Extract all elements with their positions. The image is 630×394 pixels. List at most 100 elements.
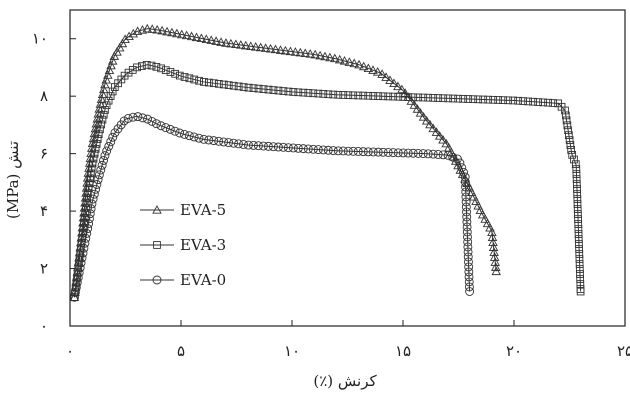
data-point: [175, 71, 184, 80]
data-point: [289, 88, 298, 96]
data-point: [438, 150, 448, 160]
data-point: [98, 115, 107, 124]
data-point: [575, 265, 584, 273]
data-point: [363, 147, 373, 157]
data-point: [428, 123, 438, 133]
data-point: [418, 112, 429, 121]
data-point: [82, 173, 93, 182]
data-point: [300, 48, 311, 58]
data-point: [463, 232, 472, 242]
plot-area-border: [69, 9, 626, 327]
data-point: [147, 61, 156, 70]
data-point: [100, 79, 110, 89]
data-point: [575, 240, 583, 248]
data-point: [231, 39, 241, 49]
data-point: [393, 148, 403, 158]
data-point: [487, 227, 497, 237]
data-point: [369, 92, 378, 100]
data-point: [162, 26, 172, 36]
data-point: [385, 75, 395, 84]
data-point: [243, 140, 253, 150]
data-point: [91, 184, 101, 194]
data-point: [397, 84, 407, 94]
data-point: [465, 287, 475, 296]
legend-marker: [153, 241, 161, 249]
data-point: [338, 146, 348, 156]
data-point: [562, 116, 571, 125]
data-point: [473, 200, 483, 210]
data-point: [403, 148, 413, 158]
data-point: [570, 155, 578, 164]
data-point: [264, 85, 273, 94]
data-point: [384, 92, 393, 101]
data-point: [161, 123, 171, 133]
data-point: [209, 136, 219, 146]
data-point: [323, 145, 333, 155]
data-point: [180, 73, 189, 81]
data-point: [368, 147, 378, 157]
axis-ticks: ۰ ۵ ۱۰ ۱۵ ۲۰ ۲۵ ۰ ۲ ۴ ۶ ۸ ۱۰: [32, 30, 630, 360]
data-point: [363, 63, 374, 73]
data-point: [167, 27, 177, 37]
data-point: [576, 270, 584, 278]
data-point: [429, 94, 438, 102]
data-point: [374, 92, 383, 100]
data-point: [575, 255, 584, 263]
data-point: [572, 180, 581, 188]
data-point: [489, 247, 499, 256]
data-point: [84, 189, 92, 197]
data-point: [372, 67, 383, 76]
data-point: [404, 93, 413, 101]
data-point: [459, 94, 468, 103]
data-point: [205, 78, 213, 87]
data-point: [349, 91, 358, 100]
data-point: [234, 139, 243, 149]
data-point: [78, 248, 88, 258]
data-point: [196, 33, 207, 43]
data-point: [441, 138, 451, 148]
data-point: [573, 190, 582, 198]
y-tick-label: ۱۰: [32, 30, 48, 48]
data-point: [290, 47, 301, 56]
data-point: [274, 86, 283, 95]
data-point: [561, 111, 570, 120]
data-point: [509, 96, 518, 105]
data-point: [71, 283, 81, 292]
data-point: [443, 150, 453, 160]
data-point: [107, 55, 118, 65]
data-point: [250, 42, 261, 51]
data-point: [469, 191, 479, 201]
data-point: [573, 205, 582, 213]
data-point: [80, 238, 90, 248]
data-point: [138, 62, 146, 70]
data-point: [460, 177, 470, 187]
data-point: [333, 146, 343, 156]
data-point: [224, 81, 233, 89]
data-point: [549, 99, 557, 107]
data-point: [172, 28, 182, 38]
y-tick-label: ۶: [40, 145, 48, 163]
data-point: [308, 144, 318, 154]
data-point: [457, 163, 467, 173]
data-point: [477, 209, 488, 219]
data-point: [279, 87, 288, 95]
data-point: [259, 85, 268, 93]
data-point: [175, 128, 185, 138]
data-point: [574, 230, 583, 238]
legend-label: EVA-0: [180, 271, 226, 289]
data-point: [524, 97, 533, 106]
data-point: [87, 199, 97, 209]
y-tick-label: ۲: [40, 260, 48, 278]
data-point: [449, 94, 458, 103]
data-point: [487, 232, 498, 241]
data-point: [408, 148, 418, 158]
data-point: [260, 43, 271, 52]
data-point: [358, 61, 369, 71]
data-point: [166, 68, 175, 76]
data-point: [245, 41, 256, 50]
data-point: [234, 82, 243, 91]
data-point: [566, 141, 575, 149]
data-point: [409, 100, 420, 109]
data-point: [572, 175, 581, 183]
data-point: [152, 62, 161, 71]
